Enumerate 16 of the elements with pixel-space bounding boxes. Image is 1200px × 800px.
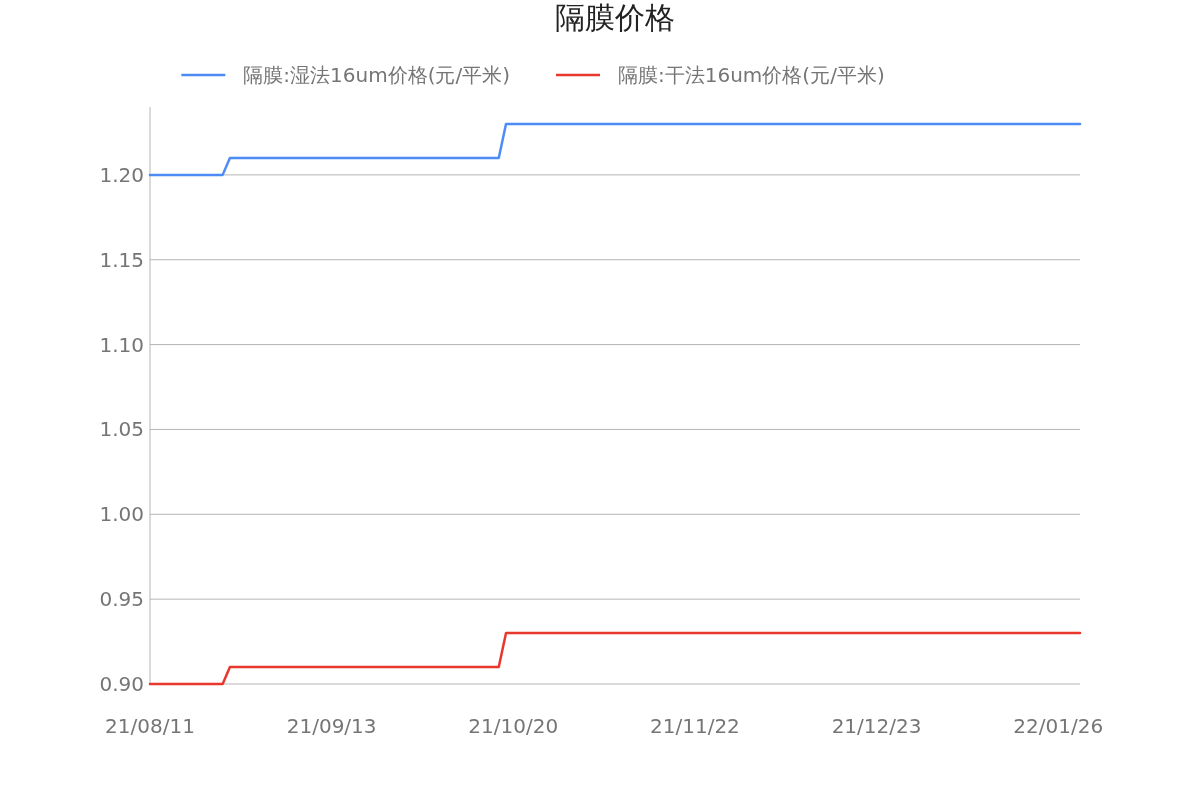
legend-label: 隔膜:干法16um价格(元/平米) bbox=[618, 63, 885, 87]
legend-label: 隔膜:湿法16um价格(元/平米) bbox=[243, 63, 510, 87]
y-tick-label: 0.95 bbox=[99, 587, 144, 612]
x-tick-label: 21/10/20 bbox=[468, 714, 559, 738]
y-tick-label: 1.20 bbox=[99, 162, 144, 187]
x-tick-label: 22/01/26 bbox=[1013, 714, 1104, 738]
y-tick-label: 0.90 bbox=[99, 672, 144, 696]
y-tick-label: 1.10 bbox=[99, 332, 144, 357]
y-tick-label: 1.15 bbox=[99, 247, 144, 272]
y-tick-label: 1.00 bbox=[99, 502, 144, 527]
x-tick-label: 21/08/11 bbox=[105, 714, 195, 738]
x-tick-label: 21/12/23 bbox=[831, 714, 922, 738]
x-tick-label: 21/11/22 bbox=[650, 714, 740, 738]
x-tick-label: 21/09/13 bbox=[286, 714, 377, 738]
chart-title: 隔膜价格 bbox=[555, 0, 675, 35]
y-tick-label: 1.05 bbox=[99, 417, 144, 442]
